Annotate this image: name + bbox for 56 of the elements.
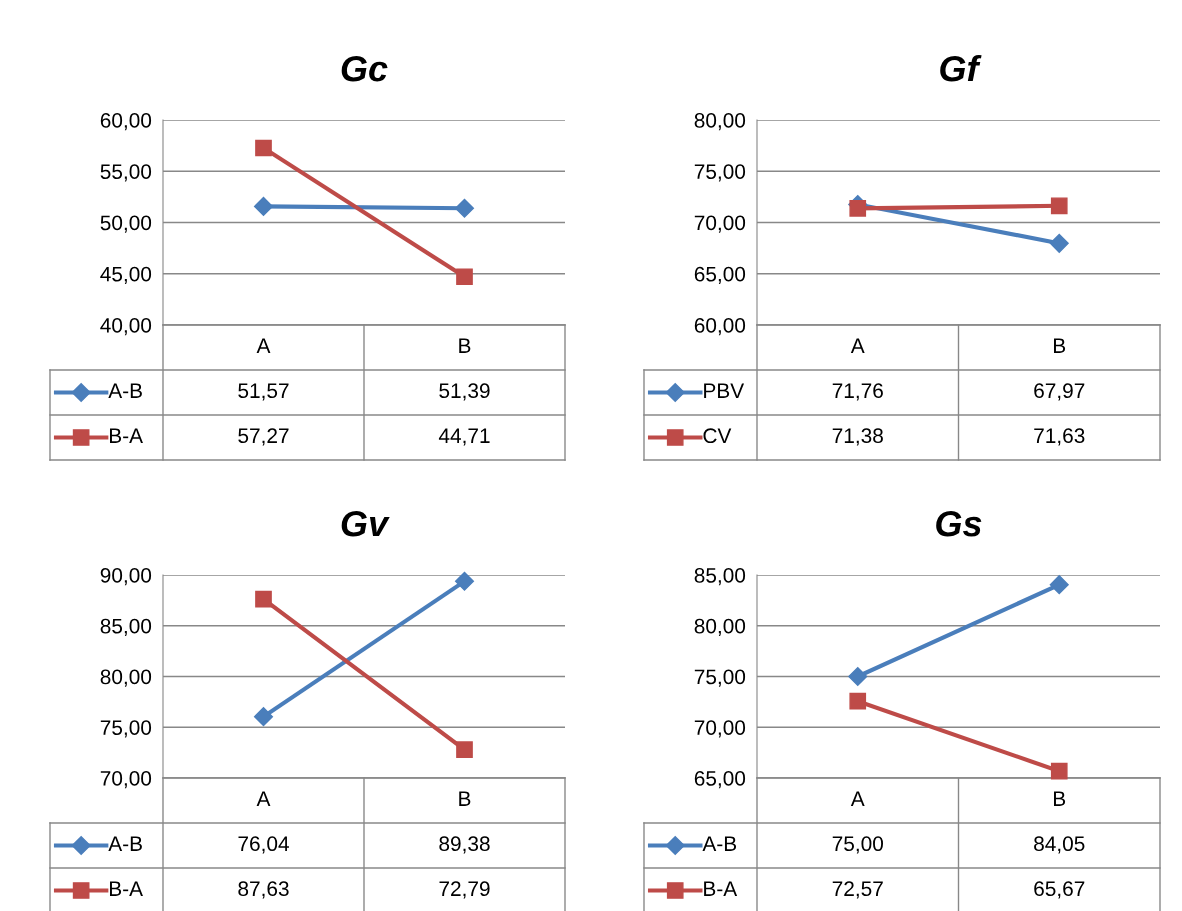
y-tick-label: 60,00 xyxy=(100,113,152,131)
y-tick-label: 85,00 xyxy=(694,568,746,586)
y-tick-label: 75,00 xyxy=(100,720,152,738)
y-tick-label: 75,00 xyxy=(694,669,746,687)
x-tick-label: B xyxy=(459,338,471,353)
y-tick-label: 80,00 xyxy=(694,113,746,131)
data-label: 71,76 xyxy=(832,383,883,401)
y-tick-label: 45,00 xyxy=(100,266,152,284)
data-label: 51,39 xyxy=(439,383,490,401)
data-label: 65,67 xyxy=(1034,881,1085,899)
y-tick-label: 70,00 xyxy=(694,215,746,233)
y-tick-label: 65,00 xyxy=(694,771,746,789)
y-tick-label: 90,00 xyxy=(100,568,152,586)
data-label: 44,71 xyxy=(438,428,490,446)
data-label: 71,63 xyxy=(1034,428,1085,446)
legend-label: A-B xyxy=(108,836,142,851)
legend-label: PBV xyxy=(704,383,745,398)
data-label: 72,57 xyxy=(832,881,883,899)
data-label: 76,04 xyxy=(238,836,289,854)
y-tick-label: 75,00 xyxy=(694,164,746,182)
data-label: 71,38 xyxy=(832,428,883,446)
legend-label: CV xyxy=(703,428,732,444)
chart-title: Gs xyxy=(936,510,982,537)
x-tick-label: A xyxy=(256,338,271,353)
x-tick-label: A xyxy=(256,791,271,806)
data-label: 87,63 xyxy=(238,881,289,899)
y-tick-label: 80,00 xyxy=(694,618,746,636)
y-tick-label: 85,00 xyxy=(100,618,152,636)
legend-label: B-A xyxy=(110,428,143,443)
chart-title: Gf xyxy=(940,54,982,82)
data-label: 89,38 xyxy=(439,836,490,854)
x-tick-label: A xyxy=(850,791,865,806)
y-tick-label: 60,00 xyxy=(694,318,746,336)
y-tick-label: 70,00 xyxy=(100,771,152,789)
data-label: 72,79 xyxy=(439,881,490,899)
y-tick-label: 80,00 xyxy=(100,669,152,687)
y-tick-label: 70,00 xyxy=(694,720,746,738)
chart-title: Gc xyxy=(341,55,388,82)
y-tick-label: 55,00 xyxy=(100,164,152,182)
x-tick-label: B xyxy=(1054,791,1066,806)
legend-label: A-B xyxy=(702,836,737,851)
y-tick-label: 50,00 xyxy=(100,215,152,233)
x-tick-label: A xyxy=(850,338,865,353)
data-label: 57,27 xyxy=(238,428,289,446)
data-label: 75,00 xyxy=(832,836,883,854)
data-label: 51,57 xyxy=(238,383,289,401)
data-label: 67,97 xyxy=(1034,383,1085,401)
legend-label: A-B xyxy=(108,383,142,398)
x-tick-label: B xyxy=(459,791,471,806)
x-tick-label: B xyxy=(1054,338,1066,353)
data-label: 84,05 xyxy=(1034,836,1085,854)
y-tick-label: 40,00 xyxy=(100,318,152,336)
y-tick-label: 65,00 xyxy=(694,266,746,284)
legend-label: B-A xyxy=(704,881,738,896)
chart-title: Gv xyxy=(341,510,390,537)
legend-label: B-A xyxy=(110,881,143,896)
